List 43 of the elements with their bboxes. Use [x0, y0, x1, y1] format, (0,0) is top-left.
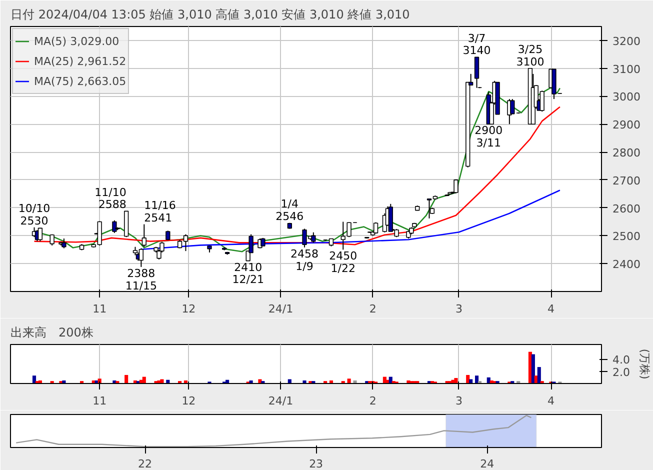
- y-tick-label: 2800: [612, 146, 640, 160]
- y-tick-label: 2700: [612, 174, 640, 188]
- x-tick-label: 2: [369, 302, 376, 316]
- annotation: 2458 1/9: [290, 247, 319, 273]
- x-tick-label: 12: [182, 302, 196, 316]
- y-tick-label: 3000: [612, 90, 640, 104]
- y-tick-label: 2400: [612, 258, 640, 272]
- x-tick-label: 24/1: [268, 394, 294, 408]
- annotation: 2450 1/22: [329, 250, 358, 276]
- y-tick-label: 2600: [612, 202, 640, 216]
- x-tick-label: 3: [455, 302, 462, 316]
- x-tick-label: 24/1: [268, 302, 294, 316]
- x-tick-label: 11: [92, 302, 107, 316]
- x-tick-label: 24: [480, 458, 494, 470]
- y-tick-label: 3200: [612, 34, 640, 48]
- legend-label: MA(5) 3,029.00: [34, 34, 120, 48]
- legend-label: MA(75) 2,663.05: [34, 74, 126, 88]
- x-tick-label: 3: [455, 394, 462, 408]
- x-tick-label: 4: [548, 394, 555, 408]
- annotation: 1/4 2546: [276, 198, 304, 223]
- x-tick-label: 2: [369, 394, 376, 408]
- y-axis-title: (万株): [638, 348, 651, 380]
- annotation: 2410 12/21: [232, 260, 264, 286]
- x-tick-label: 22: [138, 458, 152, 470]
- annotation: 11/10 2588: [94, 186, 126, 212]
- chart-title: 出来高 200株: [10, 326, 94, 340]
- x-tick-label: 4: [548, 302, 555, 316]
- annotation: 2900 3/11: [474, 124, 503, 150]
- y-tick-label: 2900: [612, 118, 640, 132]
- annotation: 3/25 3100: [516, 42, 544, 68]
- chart-title: 日付 2024/04/04 13:05 始値 3,010 高値 3,010 安値 3,010 終値 3,010: [10, 8, 410, 22]
- annotation: 3/7 3140: [462, 32, 491, 58]
- x-tick-label: 23: [309, 458, 324, 470]
- x-tick-label: 11: [92, 394, 107, 408]
- legend-label: MA(25) 2,961.52: [34, 54, 126, 68]
- y-tick-label: 4.0: [612, 354, 630, 367]
- y-tick-label: 2.0: [612, 366, 630, 379]
- y-tick-label: 2500: [612, 230, 640, 244]
- y-tick-label: 3100: [612, 62, 640, 76]
- annotation: 2388 11/15: [125, 266, 158, 292]
- x-tick-label: 12: [182, 394, 196, 408]
- annotation: 11/16 2541: [144, 198, 176, 224]
- annotation: 10/10 2530: [18, 202, 50, 228]
